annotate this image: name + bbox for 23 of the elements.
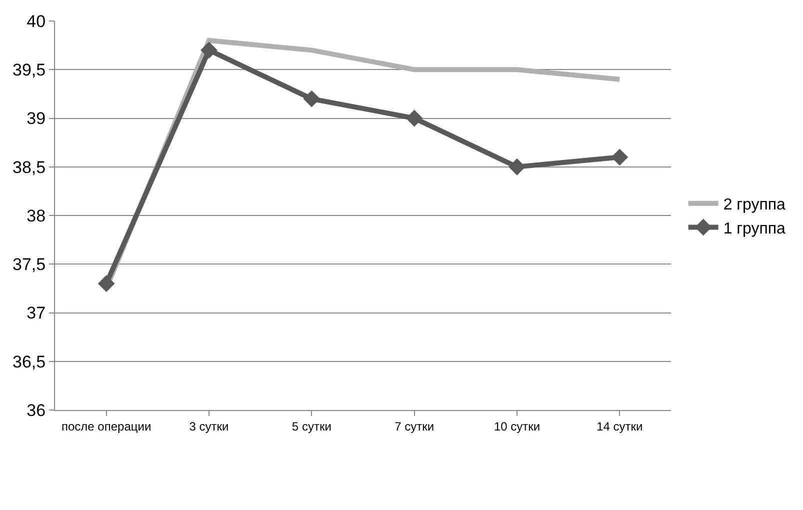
y-tick-label: 37,5 — [12, 255, 46, 274]
x-tick-label: после операции — [62, 419, 152, 434]
y-tick-label: 36 — [26, 400, 46, 420]
legend-label: 2 группа — [723, 196, 786, 214]
point — [508, 158, 526, 176]
point — [611, 148, 628, 166]
x-tick-label: 5 сутки — [292, 419, 332, 434]
y-tick-label: 39 — [26, 109, 46, 128]
point — [200, 42, 218, 59]
y-tick-label: 40 — [26, 12, 46, 31]
point — [406, 110, 423, 127]
point — [98, 275, 115, 292]
x-tick-label: 10 сутки — [494, 419, 540, 434]
x-tick-label: 7 сутки — [394, 419, 434, 434]
x-tick-label: 14 сутки — [596, 419, 643, 434]
y-tick-label: 39,5 — [12, 60, 46, 80]
y-tick-label: 38 — [26, 206, 46, 226]
x-tick-label: 3 сутки — [189, 419, 229, 434]
point — [303, 90, 320, 108]
y-tick-label: 37 — [26, 304, 46, 323]
y-tick-label: 36,5 — [12, 352, 46, 372]
y-tick-label: 38,5 — [12, 158, 46, 177]
legend-label: 1 группа — [723, 220, 786, 238]
